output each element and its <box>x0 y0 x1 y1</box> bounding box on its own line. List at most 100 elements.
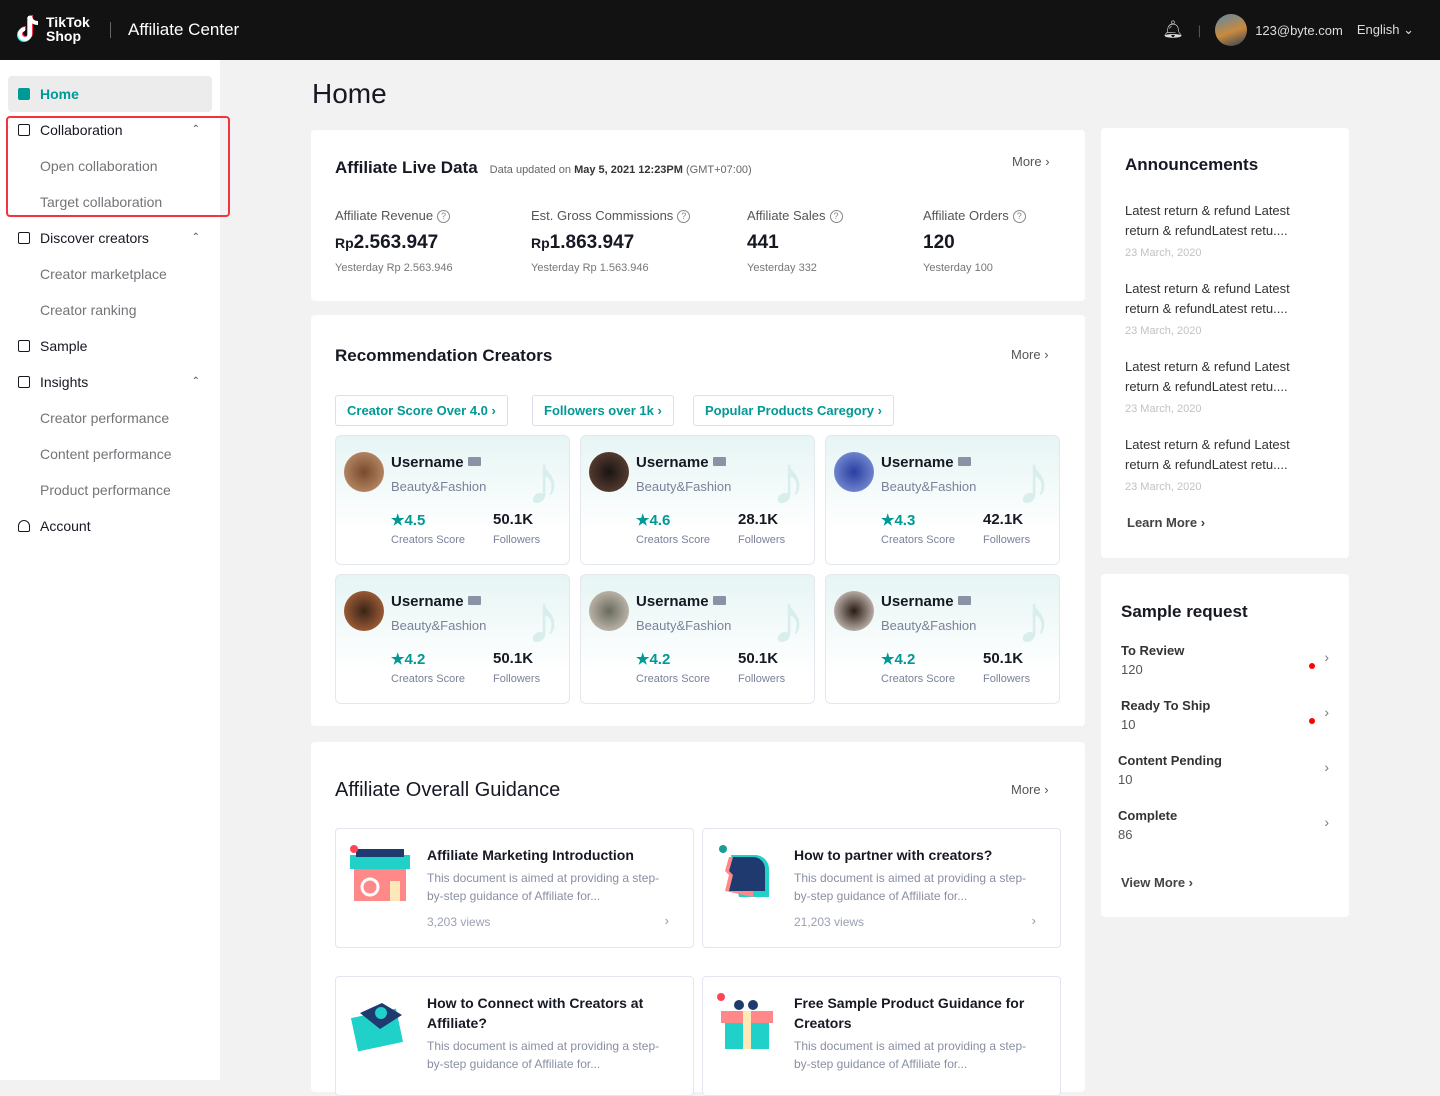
followers-label: Followers <box>983 673 1031 685</box>
sidebar-item-home[interactable]: Home <box>8 76 212 112</box>
sidebar-item-sample[interactable]: Sample <box>8 328 212 364</box>
announcement-date: 23 March, 2020 <box>1125 325 1202 337</box>
sidebar-item-label: Insights <box>40 374 89 390</box>
metric-label: Est. Gross Commissions <box>531 208 674 223</box>
help-icon[interactable]: ? <box>437 210 451 223</box>
sidebar-item-label: Home <box>40 86 79 102</box>
creator-followers: 50.1K <box>493 511 534 528</box>
creator-username: Username <box>636 454 709 471</box>
sidebar-item-label: Discover creators <box>40 230 149 246</box>
sidebar-item-account[interactable]: Account <box>8 508 212 544</box>
more-link[interactable]: More › <box>1011 347 1049 362</box>
guidance-article-card[interactable]: Free Sample Product Guidance for Creator… <box>702 976 1061 1096</box>
followers-label: Followers <box>983 534 1031 546</box>
creator-score: 4.2 <box>404 651 426 668</box>
sample-status-item[interactable]: Content Pending 10 › <box>1118 753 1349 787</box>
star-icon: ★ <box>636 512 650 529</box>
creator-username: Username <box>881 593 954 610</box>
updated-prefix: Data updated on <box>489 164 572 176</box>
tiktok-logo-icon <box>17 15 39 42</box>
creator-card[interactable]: ♪ Username Beauty&Fashion ★4.2 50.1K Cre… <box>825 574 1060 704</box>
creator-followers: 42.1K <box>983 511 1024 528</box>
filter-chip-followers[interactable]: Followers over 1k › <box>532 395 674 426</box>
sidebar-item-creator-ranking[interactable]: Creator ranking <box>40 302 137 318</box>
filter-chip-creator-score[interactable]: Creator Score Over 4.0 › <box>335 395 508 426</box>
timezone: (GMT+07:00) <box>686 164 752 176</box>
collaboration-icon <box>18 124 30 136</box>
sidebar-item-open-collaboration[interactable]: Open collaboration <box>40 158 158 174</box>
language-select[interactable]: English ⌄ <box>1357 22 1414 38</box>
sample-status-item[interactable]: Ready To Ship 10 › <box>1121 698 1349 732</box>
more-link[interactable]: More › <box>1012 154 1050 169</box>
chevron-right-icon: › <box>1324 704 1329 720</box>
sidebar-item-target-collaboration[interactable]: Target collaboration <box>40 194 163 210</box>
creator-card[interactable]: ♪ Username Beauty&Fashion ★4.5 50.1K Cre… <box>335 435 570 565</box>
more-link[interactable]: More › <box>1011 782 1049 797</box>
help-icon[interactable]: ? <box>829 210 843 223</box>
creator-card[interactable]: ♪ Username Beauty&Fashion ★4.3 42.1K Cre… <box>825 435 1060 565</box>
help-icon[interactable]: ? <box>1012 210 1026 223</box>
sidebar-item-creator-marketplace[interactable]: Creator marketplace <box>40 266 167 282</box>
chevron-right-icon: › <box>1045 154 1050 169</box>
sidebar-item-discover-creators[interactable]: Discover creators ⌃ <box>8 220 212 256</box>
creator-score: 4.6 <box>649 512 671 529</box>
article-views: 21,203 views <box>794 915 865 929</box>
metric-affiliate-sales: Affiliate Sales? 441 Yesterday 332 <box>747 208 843 274</box>
followers-label: Followers <box>738 534 786 546</box>
sidebar-item-collaboration[interactable]: Collaboration ⌃ <box>8 112 212 148</box>
card-title: Affiliate Live Data <box>335 158 478 177</box>
filter-chip-product-category[interactable]: Popular Products Caregory › <box>693 395 894 426</box>
card-title: Sample request <box>1121 602 1248 621</box>
announcement-item[interactable]: Latest return & refund Latest return & r… <box>1125 279 1315 341</box>
envelope-illustration-icon <box>350 1003 404 1052</box>
sidebar-item-content-performance[interactable]: Content performance <box>40 446 172 462</box>
bell-icon[interactable]: 🔔︎ <box>1162 20 1184 39</box>
score-label: Creators Score <box>636 673 710 685</box>
home-icon <box>18 88 30 100</box>
user-email[interactable]: 123@byte.com <box>1255 22 1343 38</box>
help-icon[interactable]: ? <box>677 210 691 223</box>
announcement-item[interactable]: Latest return & refund Latest return & r… <box>1125 357 1315 419</box>
sample-status-item[interactable]: Complete 86 › <box>1118 808 1349 842</box>
tiktok-shop-logo[interactable]: TikTok Shop <box>16 14 98 44</box>
status-label: Content Pending <box>1118 753 1222 768</box>
chevron-up-icon: ⌃ <box>191 376 200 387</box>
followers-label: Followers <box>493 534 541 546</box>
article-title: How to partner with creators? <box>794 847 993 863</box>
score-label: Creators Score <box>391 534 465 546</box>
article-description: This document is aimed at providing a st… <box>794 871 1027 903</box>
announcement-text: Latest return & refund Latest return & r… <box>1125 359 1290 394</box>
creator-score: 4.2 <box>894 651 916 668</box>
sidebar-item-creator-performance[interactable]: Creator performance <box>40 410 170 426</box>
guidance-article-card[interactable]: Affiliate Marketing Introduction This do… <box>335 828 694 948</box>
avatar <box>834 591 874 631</box>
announcement-item[interactable]: Latest return & refund Latest return & r… <box>1125 201 1315 263</box>
creator-card[interactable]: ♪ Username Beauty&Fashion ★4.2 50.1K Cre… <box>580 574 815 704</box>
status-count: 120 <box>1121 662 1143 677</box>
chevron-right-icon[interactable]: › <box>664 913 669 928</box>
sidebar-item-product-performance[interactable]: Product performance <box>40 482 171 498</box>
metric-value: 2.563.947 <box>353 232 439 253</box>
creator-score: 4.5 <box>404 512 426 529</box>
sample-status-item[interactable]: To Review 120 › <box>1121 643 1349 677</box>
view-more-link[interactable]: View More › <box>1121 875 1194 890</box>
followers-label: Followers <box>493 673 541 685</box>
sidebar-item-label: Sample <box>40 338 88 354</box>
alert-dot <box>1309 718 1315 724</box>
learn-more-link[interactable]: Learn More › <box>1127 515 1206 530</box>
updated-time: May 5, 2021 12:23PM <box>574 164 683 176</box>
guidance-article-card[interactable]: How to partner with creators? This docum… <box>702 828 1061 948</box>
metric-yesterday: Yesterday Rp 1.563.946 <box>531 262 649 274</box>
announcement-date: 23 March, 2020 <box>1125 403 1202 415</box>
avatar <box>834 452 874 492</box>
creator-card[interactable]: ♪ Username Beauty&Fashion ★4.6 28.1K Cre… <box>580 435 815 565</box>
chevron-right-icon[interactable]: › <box>1031 913 1036 928</box>
tiktok-watermark-icon: ♪ <box>771 580 806 658</box>
creator-followers: 28.1K <box>738 511 779 528</box>
status-count: 10 <box>1121 717 1136 732</box>
sidebar-item-insights[interactable]: Insights ⌃ <box>8 364 212 400</box>
guidance-article-card[interactable]: How to Connect with Creators at Affiliat… <box>335 976 694 1096</box>
avatar[interactable] <box>1215 14 1248 46</box>
creator-card[interactable]: ♪ Username Beauty&Fashion ★4.2 50.1K Cre… <box>335 574 570 704</box>
announcement-item[interactable]: Latest return & refund Latest return & r… <box>1125 435 1315 497</box>
